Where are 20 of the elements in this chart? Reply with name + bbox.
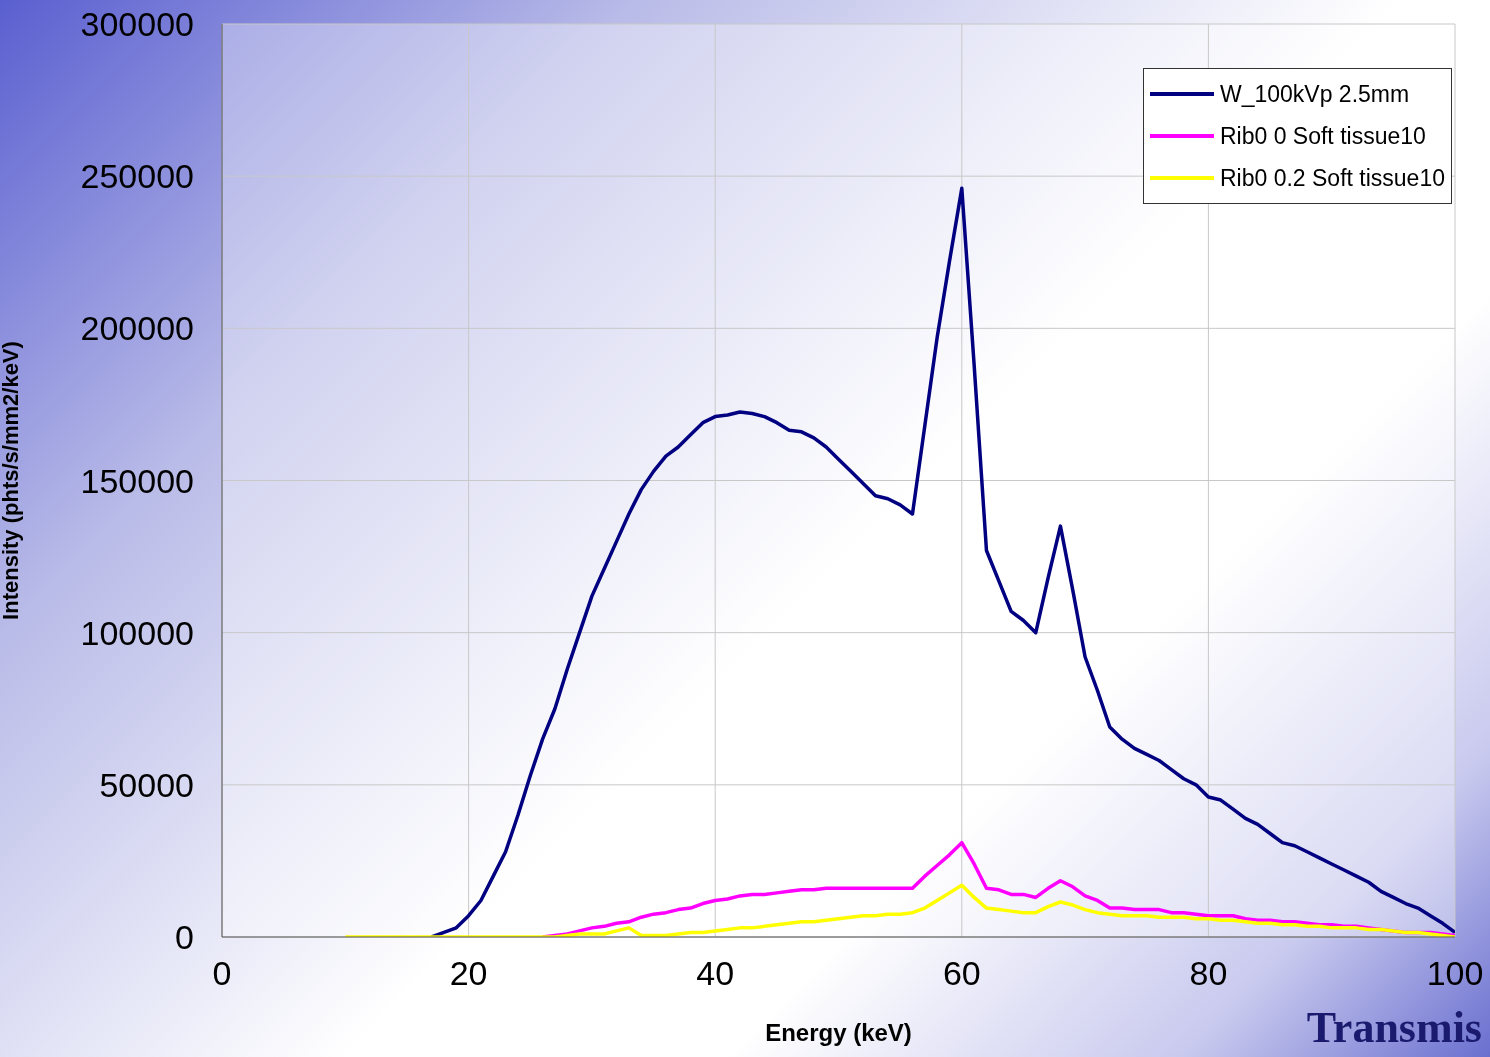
line-series (343, 883, 1455, 937)
legend-label: Rib0 0.2 Soft tissue10 (1219, 164, 1445, 192)
x-tick-label: 20 (449, 954, 488, 993)
legend-label: W_100kVp 2.5mm (1219, 80, 1410, 108)
x-tick-label: 40 (696, 954, 735, 993)
y-tick-label: 0 (175, 918, 194, 957)
text: Transmis (1306, 1002, 1482, 1053)
legend-label: Rib0 0 Soft tissue10 (1219, 122, 1426, 150)
x-tick-label: 100 (1426, 954, 1484, 993)
y-tick-label: 100000 (80, 613, 194, 652)
x-tick-label: 60 (942, 954, 981, 993)
x-tick-label: 0 (212, 954, 232, 993)
y-tick-label: 300000 (80, 5, 194, 44)
y-tick-label: 250000 (80, 157, 194, 196)
x-axis-title: Energy (keV) (765, 1019, 912, 1046)
y-axis-title: Intensity (phts/s/mm2/keV) (0, 341, 23, 620)
x-tick-label: 80 (1189, 954, 1228, 993)
y-tick-label: 150000 (80, 461, 194, 500)
y-tick-label: 50000 (99, 765, 194, 804)
y-tick-label: 200000 (80, 309, 194, 348)
